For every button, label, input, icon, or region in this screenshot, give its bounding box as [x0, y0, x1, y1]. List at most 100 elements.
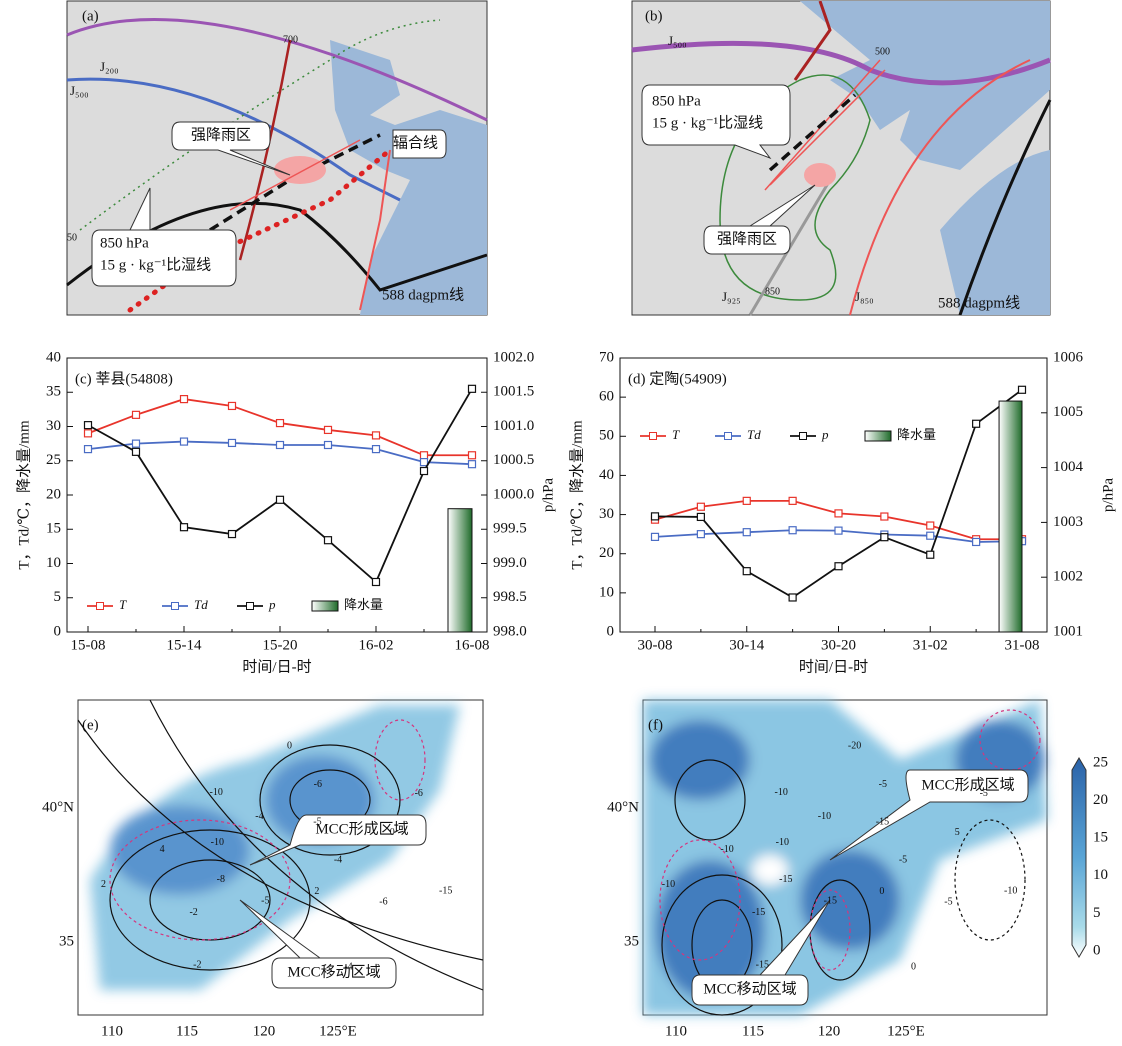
contour-label: -10 — [776, 837, 789, 848]
y-tick-label: 20 — [46, 486, 61, 502]
marker — [926, 550, 935, 559]
callout: 强降雨区 — [191, 126, 251, 143]
y2-tick-label: 1003 — [1053, 514, 1083, 530]
y-tick-label: 35 — [46, 384, 61, 400]
callout: MCC形成区域 — [315, 820, 408, 837]
x-tick-label: 15-08 — [71, 637, 106, 653]
marker — [227, 401, 237, 411]
contour-label: -4 — [334, 854, 342, 865]
map-a: (a) J₂₀₀ J₅₀₀ 700 D 50 强降雨区 辐合线 850 hPa … — [66, 0, 488, 316]
contour-label: -4 — [255, 811, 263, 822]
y2-axis-label: p/hPa — [540, 478, 556, 513]
x-tick-label: 15-14 — [167, 637, 202, 653]
panel-label: (e) — [82, 717, 99, 733]
legend-swatch — [724, 432, 732, 440]
jet-label: J₅₀₀ — [668, 33, 687, 48]
lon-label: 115 — [176, 1023, 198, 1039]
contour-label: -10 — [211, 837, 224, 848]
callout: 辐合线 — [393, 134, 438, 151]
contour-label: -15 — [439, 885, 452, 896]
legend-label: p — [268, 597, 276, 612]
lon-label: 115 — [742, 1023, 764, 1039]
contour-label: -5 — [879, 779, 887, 790]
marker — [742, 496, 751, 505]
map-e: (e) MCC形成区域 MCC移动区域 — [77, 699, 484, 1016]
legend-swatch — [799, 432, 807, 440]
marker — [419, 458, 429, 467]
marker — [83, 429, 93, 438]
marker — [650, 532, 660, 541]
legend-label: Td — [194, 597, 208, 612]
lat-label: 35 — [624, 933, 639, 949]
marker — [696, 530, 705, 539]
y-tick-label: 70 — [599, 349, 614, 365]
bar — [447, 508, 473, 633]
chart-title: (c) 莘县(54808) — [75, 370, 173, 387]
jet-label: J₉₂₅ — [722, 289, 741, 304]
y2-tick-label: 1006 — [1053, 349, 1084, 365]
contour-label: -10 — [1004, 885, 1017, 896]
lon-label: 110 — [665, 1023, 687, 1039]
y2-tick-label: 1004 — [1053, 459, 1084, 475]
marker — [742, 528, 751, 537]
marker — [179, 395, 189, 404]
callout: MCC移动区域 — [703, 980, 796, 997]
marker — [926, 531, 935, 540]
lon-label: 125°E — [319, 1023, 357, 1039]
y-tick-label: 0 — [54, 623, 62, 639]
contour-label: -6 — [314, 779, 322, 790]
marker — [788, 593, 797, 602]
contour-label: -6 — [379, 897, 387, 908]
contour-label: -5 — [899, 854, 907, 865]
contour-label: 2 — [101, 879, 106, 890]
marker — [972, 419, 981, 428]
colorbar-label: 20 — [1093, 792, 1108, 808]
y2-tick-label: 1005 — [1053, 404, 1083, 420]
panel-label: (f) — [648, 717, 663, 733]
marker — [323, 425, 333, 435]
marker — [467, 460, 477, 469]
contour-label: 50 — [67, 232, 77, 243]
marker — [131, 410, 141, 419]
x-tick-label: 16-02 — [359, 637, 394, 653]
y-tick-label: 50 — [599, 428, 614, 444]
contour-label: 0 — [287, 741, 292, 752]
lat-label: 40°N — [42, 799, 74, 815]
marker — [227, 529, 237, 539]
marker — [371, 577, 381, 587]
callout: 850 hPa — [100, 235, 149, 251]
legend-swatch — [864, 430, 892, 442]
contour-label: -15 — [876, 817, 889, 828]
contour-label: 588 dagpm线 — [382, 286, 464, 303]
contour-label: -10 — [210, 787, 223, 798]
x-tick-label: 16-08 — [455, 637, 490, 653]
marker — [467, 384, 477, 393]
y2-tick-label: 1002 — [1053, 569, 1083, 585]
marker — [419, 451, 429, 460]
contour-label: -15 — [779, 874, 792, 885]
marker — [742, 567, 751, 576]
jet-label: J₂₀₀ — [100, 59, 119, 74]
marker — [926, 521, 935, 530]
contour-label: -5 — [980, 788, 988, 799]
x-axis-label: 时间/日-时 — [799, 658, 868, 675]
contour-label: 500 — [875, 46, 890, 57]
marker — [419, 466, 429, 476]
y-tick-label: 20 — [599, 545, 614, 561]
legend-swatch — [171, 602, 179, 610]
contour-label: -5 — [261, 895, 269, 906]
contour-label: -10 — [662, 879, 675, 890]
contour-label: -15 — [824, 895, 837, 906]
contour-label: -5 — [944, 897, 952, 908]
contour-label: -15 — [756, 959, 769, 970]
marker — [696, 502, 705, 511]
contour-label: -6 — [415, 788, 423, 799]
contour-label: -10 — [818, 811, 831, 822]
bar — [998, 400, 1023, 633]
y-tick-label: 60 — [599, 389, 614, 405]
map-f: (f) MCC形成区域 MCC移动区域 — [642, 699, 1087, 1016]
y-tick-label: 40 — [599, 467, 614, 483]
contour-label: 0 — [911, 961, 916, 972]
marker — [788, 526, 797, 535]
marker — [834, 562, 843, 571]
